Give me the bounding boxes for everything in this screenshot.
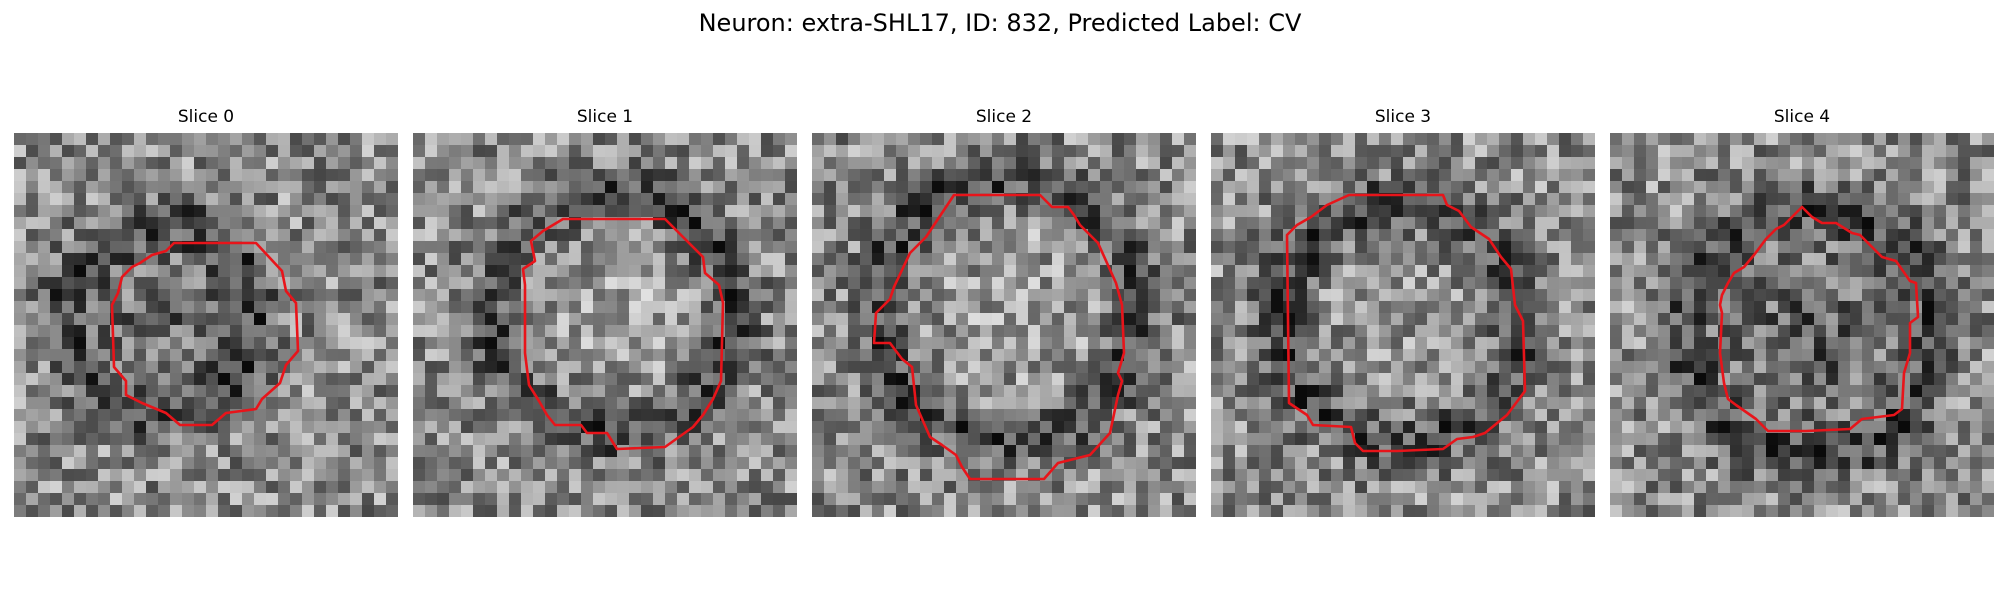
slice-image-3 (1211, 133, 1595, 517)
slice-title-0: Slice 0 (177, 107, 235, 127)
grayscale-pixel-grid (1211, 133, 1595, 517)
segmentation-contour (1285, 193, 1527, 453)
grayscale-pixel-grid (413, 133, 797, 517)
grayscale-pixel-grid (1610, 133, 1994, 517)
slice-title-1: Slice 1 (576, 107, 634, 127)
segmentation-contour (110, 241, 300, 427)
segmentation-contour (872, 193, 1126, 481)
slice-image-1 (413, 133, 797, 517)
slice-title-2: Slice 2 (975, 107, 1033, 127)
slice-image-2 (812, 133, 1196, 517)
segmentation-contour (1718, 205, 1920, 433)
segmentation-contour (521, 217, 725, 451)
slice-image-0 (14, 133, 398, 517)
grayscale-pixel-grid (14, 133, 398, 517)
slice-title-3: Slice 3 (1374, 107, 1432, 127)
figure-title: Neuron: extra-SHL17, ID: 832, Predicted … (698, 9, 1302, 37)
slice-image-4 (1610, 133, 1994, 517)
grayscale-pixel-grid (812, 133, 1196, 517)
slice-title-4: Slice 4 (1773, 107, 1831, 127)
